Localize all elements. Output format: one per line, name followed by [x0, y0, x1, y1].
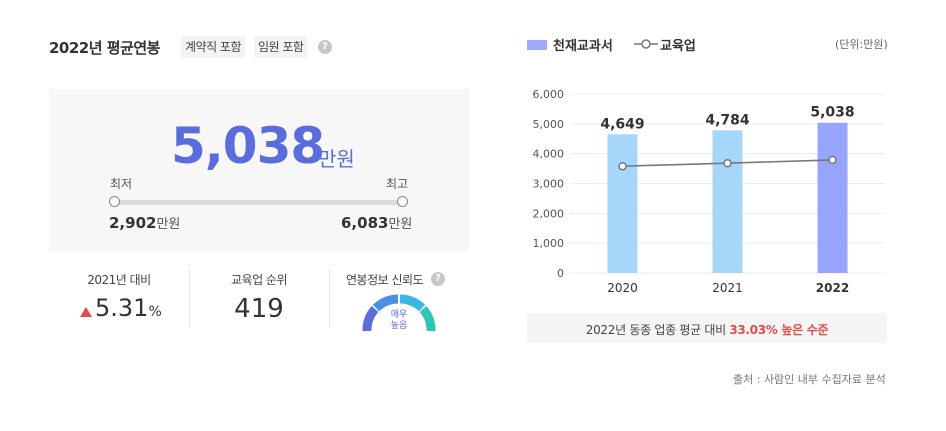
industry-point [723, 158, 732, 168]
salary-chart: 6,000 5,000 4,000 3,000 2,000 1,000 0 4,649 2020… [533, 88, 885, 295]
stat-divider [329, 270, 330, 328]
y-tick-label: 0 [557, 267, 564, 280]
legend-series-2: 교육업 [660, 39, 696, 54]
bar-value-label: 5,038 [810, 105, 854, 121]
y-tick-label: 6,000 [533, 88, 565, 101]
unit-note: (단위:만원) [835, 38, 888, 51]
legend-series-1: 천재교과서 [553, 39, 613, 54]
min-label: 최저 [110, 177, 133, 191]
rank-label: 교육업 순위 [230, 273, 288, 287]
x-tick-label: 2022 [816, 281, 849, 295]
x-tick-label: 2020 [607, 281, 638, 295]
min-salary-value: 2,902 [109, 214, 157, 232]
reliability-text-2: 높음 [391, 320, 408, 331]
max-salary: 6,083만원 [341, 213, 412, 232]
salary-card [49, 89, 469, 251]
gauge-segment-2 [372, 294, 399, 312]
page-title: 2022년 평균연봉 [49, 39, 160, 57]
reliability-gauge: 매우 높음 [362, 294, 436, 332]
yoy-label: 2021년 대비 [87, 273, 151, 287]
max-salary-unit: 만원 [388, 217, 413, 232]
max-label: 최고 [386, 177, 409, 191]
min-range-knob [109, 196, 120, 207]
rank-value: 419 [234, 294, 284, 324]
yoy-unit: % [148, 304, 162, 320]
gauge-segment-1 [362, 306, 379, 332]
contract-included-tag: 계약직 포함 [181, 36, 246, 58]
salary-range-track [115, 200, 403, 205]
average-salary-unit: 만원 [318, 147, 355, 171]
average-salary-value: 5,038 [171, 117, 325, 175]
reliability-help-icon[interactable]: ? [431, 272, 445, 286]
x-tick-label: 2021 [712, 281, 743, 295]
bar-value-label: 4,784 [705, 112, 750, 128]
y-tick-label: 4,000 [533, 148, 565, 161]
gauge-segment-4 [419, 306, 436, 332]
legend-bar-swatch [527, 40, 547, 50]
executive-included-tag: 임원 포함 [254, 36, 308, 58]
industry-point [618, 161, 627, 171]
max-range-knob [397, 196, 408, 207]
chart-bar [607, 134, 638, 273]
bar-value-label: 4,649 [600, 116, 644, 132]
y-tick-label: 2,000 [533, 207, 565, 220]
comparison-note: 2022년 동종 업종 평균 대비 33.03% 높은 수준 [527, 321, 887, 338]
up-arrow-icon [80, 306, 92, 317]
max-salary-value: 6,083 [341, 214, 389, 232]
min-salary: 2,902만원 [109, 213, 180, 232]
source-note: 출처 : 사람인 내부 수집자료 분석 [733, 373, 886, 386]
yoy-change: 5.31% [80, 294, 162, 322]
stat-divider [189, 270, 190, 328]
chart-bar [817, 122, 848, 273]
industry-point [828, 155, 837, 165]
yoy-value: 5.31 [95, 294, 149, 322]
legend-line-swatch [634, 39, 658, 49]
min-salary-unit: 만원 [156, 217, 181, 232]
gauge-segment-3 [399, 294, 426, 312]
comparison-note-highlight: 33.03% 높은 수준 [729, 323, 829, 337]
help-icon[interactable]: ? [318, 40, 332, 54]
comparison-note-box [527, 313, 887, 343]
reliability-label: 연봉정보 신뢰도 [346, 273, 424, 287]
reliability-text-1: 매우 [391, 309, 408, 320]
comparison-note-text: 2022년 동종 업종 평균 대비 [585, 323, 730, 337]
chart-bar [712, 130, 743, 273]
y-tick-label: 1,000 [533, 237, 565, 250]
y-tick-label: 5,000 [533, 118, 565, 131]
y-tick-label: 3,000 [533, 178, 565, 191]
